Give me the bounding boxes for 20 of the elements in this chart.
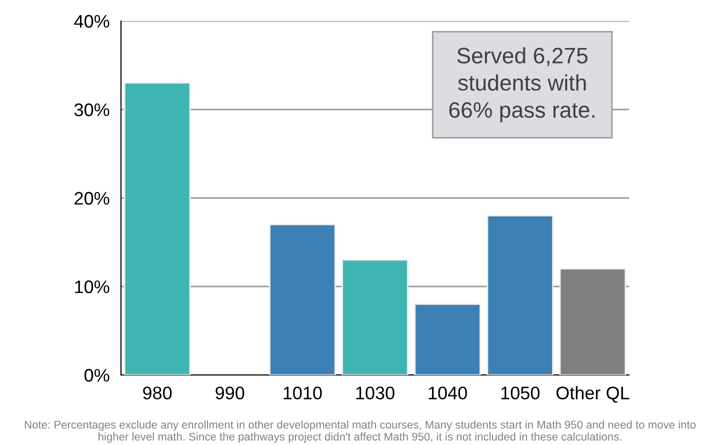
bar bbox=[269, 224, 336, 375]
x-tick-label: 1040 bbox=[428, 386, 467, 400]
y-tick-label: 40% bbox=[74, 14, 110, 28]
x-tick-label: 980 bbox=[143, 386, 172, 400]
x-tick-label: 990 bbox=[216, 386, 244, 400]
x-tick-label: 1010 bbox=[284, 386, 322, 400]
bar bbox=[414, 304, 481, 375]
annotation: Served 6,275 students with 66% pass rate. bbox=[449, 47, 594, 122]
bar bbox=[486, 215, 554, 375]
bar bbox=[342, 259, 408, 375]
bar bbox=[559, 268, 626, 375]
x-tick-label: Other QL bbox=[556, 386, 630, 403]
text: Note: Percentages exclude any enrollment in other developmental math courses, Many students start in Math 950 and need to move into higher level math. Since the pathways project didn't affect Math 950, it is not included in these calculations. bbox=[24, 420, 696, 443]
x-tick-label: 1050 bbox=[501, 386, 540, 400]
x-tick-label: 1030 bbox=[356, 386, 394, 400]
y-tick-label: 10% bbox=[75, 280, 110, 294]
bar bbox=[124, 82, 191, 375]
y-tick-label: 30% bbox=[74, 103, 110, 116]
y-tick-label: 20% bbox=[74, 192, 110, 205]
y-tick-label: 0% bbox=[84, 368, 110, 382]
